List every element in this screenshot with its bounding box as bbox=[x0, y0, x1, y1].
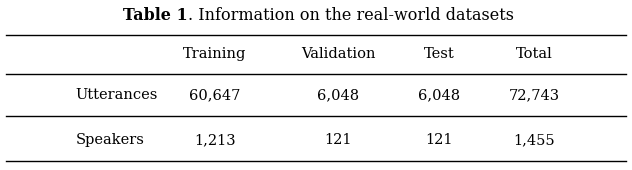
Text: 60,647: 60,647 bbox=[189, 88, 241, 102]
Text: 72,743: 72,743 bbox=[509, 88, 559, 102]
Text: Test: Test bbox=[424, 47, 454, 61]
Text: 1,213: 1,213 bbox=[194, 133, 236, 147]
Text: 121: 121 bbox=[425, 133, 453, 147]
Text: 1,455: 1,455 bbox=[513, 133, 555, 147]
Text: Training: Training bbox=[183, 47, 246, 61]
Text: Utterances: Utterances bbox=[76, 88, 158, 102]
Text: Validation: Validation bbox=[301, 47, 375, 61]
Text: 121: 121 bbox=[324, 133, 352, 147]
Text: Table 1: Table 1 bbox=[123, 7, 188, 24]
Text: Total: Total bbox=[516, 47, 552, 61]
Text: . Information on the real-world datasets: . Information on the real-world datasets bbox=[188, 7, 514, 24]
Text: Speakers: Speakers bbox=[76, 133, 145, 147]
Text: 6,048: 6,048 bbox=[418, 88, 460, 102]
Text: 6,048: 6,048 bbox=[317, 88, 359, 102]
